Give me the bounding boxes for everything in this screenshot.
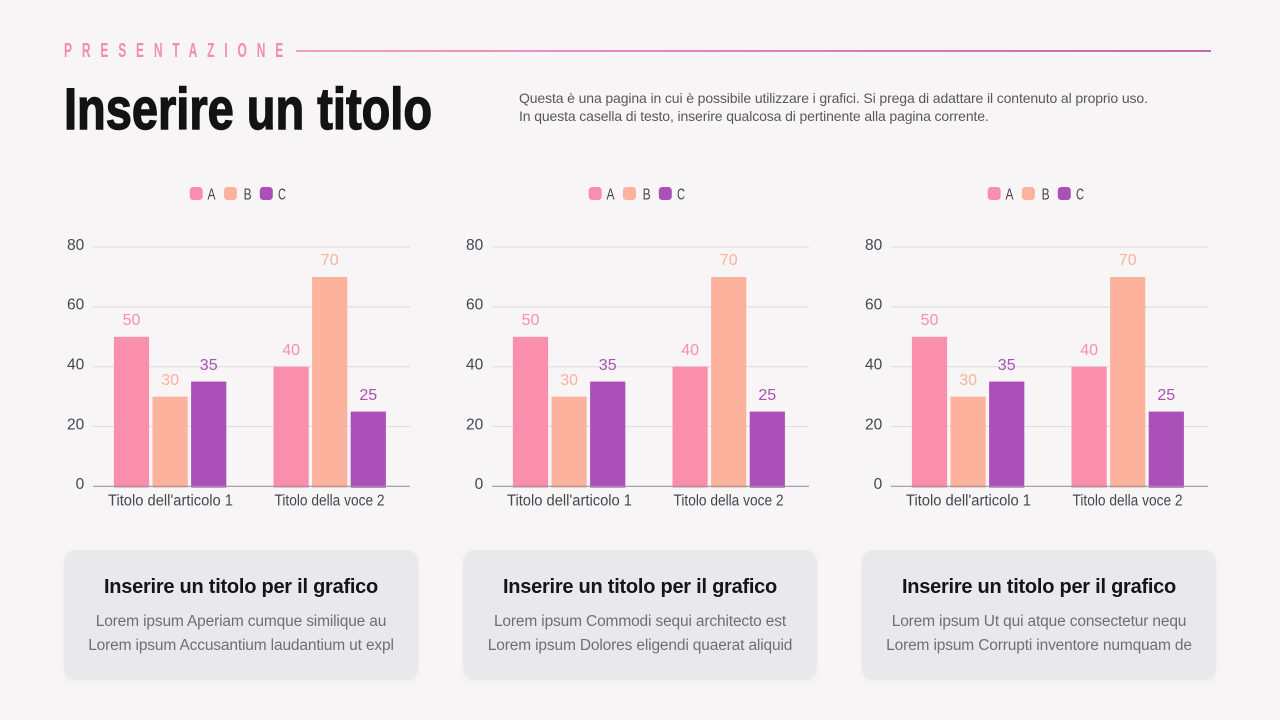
svg-text:30: 30 bbox=[161, 372, 179, 389]
svg-text:C: C bbox=[1076, 187, 1084, 204]
svg-text:Titolo della voce 2: Titolo della voce 2 bbox=[275, 492, 385, 509]
svg-text:30: 30 bbox=[560, 372, 578, 389]
svg-text:25: 25 bbox=[359, 387, 377, 404]
svg-text:35: 35 bbox=[200, 357, 218, 374]
svg-text:50: 50 bbox=[522, 312, 540, 329]
svg-text:A: A bbox=[1006, 187, 1015, 204]
svg-text:40: 40 bbox=[67, 357, 85, 374]
svg-text:20: 20 bbox=[67, 416, 85, 433]
svg-text:70: 70 bbox=[1119, 252, 1137, 269]
svg-text:B: B bbox=[643, 187, 651, 204]
svg-text:40: 40 bbox=[865, 357, 883, 374]
svg-text:20: 20 bbox=[865, 416, 883, 433]
svg-text:40: 40 bbox=[681, 342, 699, 359]
svg-text:70: 70 bbox=[720, 252, 738, 269]
svg-text:A: A bbox=[208, 187, 217, 204]
svg-text:B: B bbox=[1042, 187, 1050, 204]
svg-text:80: 80 bbox=[67, 237, 85, 254]
svg-text:40: 40 bbox=[282, 342, 300, 359]
svg-text:50: 50 bbox=[123, 312, 141, 329]
svg-text:25: 25 bbox=[1157, 387, 1175, 404]
svg-text:C: C bbox=[278, 187, 286, 204]
svg-text:60: 60 bbox=[466, 297, 484, 314]
svg-text:A: A bbox=[607, 187, 616, 204]
svg-text:Titolo dell'articolo 1: Titolo dell'articolo 1 bbox=[507, 492, 632, 509]
svg-text:20: 20 bbox=[466, 416, 484, 433]
svg-text:0: 0 bbox=[76, 476, 85, 493]
svg-text:70: 70 bbox=[321, 252, 339, 269]
svg-text:0: 0 bbox=[874, 476, 883, 493]
svg-text:Titolo della voce 2: Titolo della voce 2 bbox=[1073, 492, 1183, 509]
svg-text:Titolo dell'articolo 1: Titolo dell'articolo 1 bbox=[906, 492, 1031, 509]
svg-text:Titolo dell'articolo 1: Titolo dell'articolo 1 bbox=[108, 492, 233, 509]
svg-text:40: 40 bbox=[466, 357, 484, 374]
svg-text:80: 80 bbox=[466, 237, 484, 254]
svg-text:0: 0 bbox=[475, 476, 484, 493]
svg-text:35: 35 bbox=[998, 357, 1016, 374]
svg-text:C: C bbox=[677, 187, 685, 204]
svg-text:80: 80 bbox=[865, 237, 883, 254]
svg-text:60: 60 bbox=[67, 297, 85, 314]
svg-text:30: 30 bbox=[959, 372, 977, 389]
svg-text:35: 35 bbox=[599, 357, 617, 374]
svg-text:50: 50 bbox=[921, 312, 939, 329]
svg-text:B: B bbox=[244, 187, 252, 204]
svg-text:25: 25 bbox=[758, 387, 776, 404]
svg-text:60: 60 bbox=[865, 297, 883, 314]
svg-text:Titolo della voce 2: Titolo della voce 2 bbox=[674, 492, 784, 509]
svg-text:40: 40 bbox=[1080, 342, 1098, 359]
